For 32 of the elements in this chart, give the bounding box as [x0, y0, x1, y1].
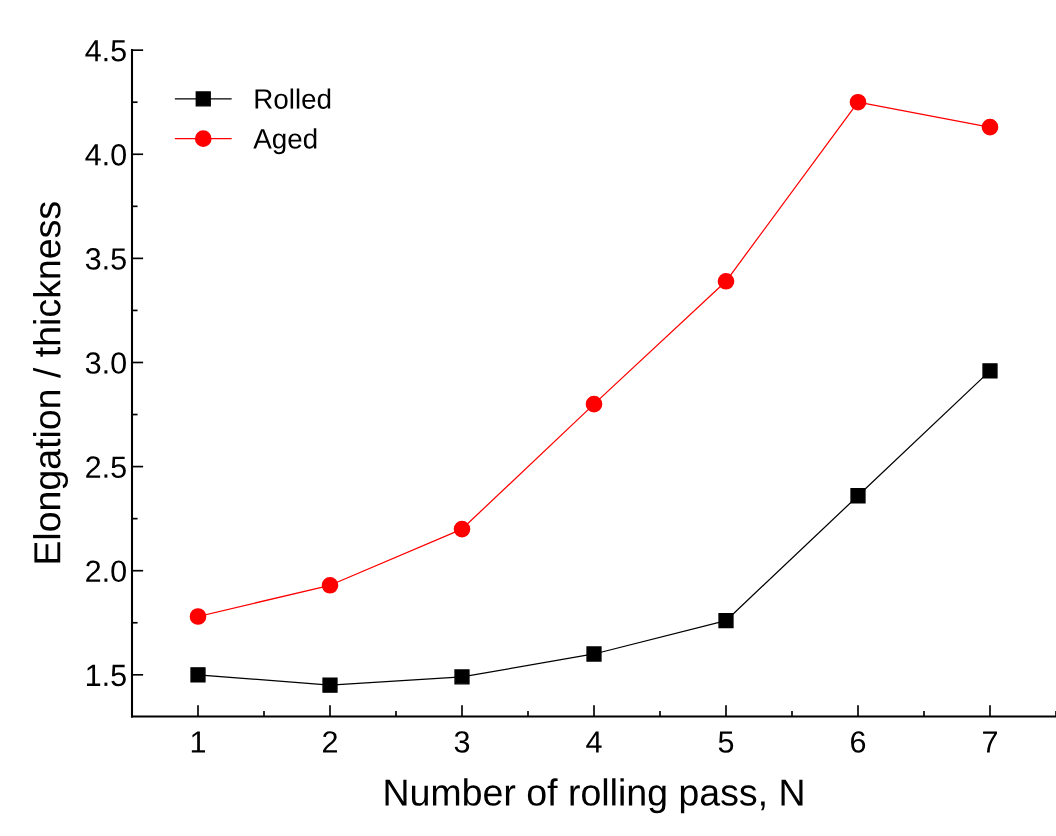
point — [586, 646, 602, 662]
point — [718, 613, 734, 629]
y-tick-label: 3.5 — [85, 248, 126, 270]
x-tick-label: 5 — [718, 731, 734, 753]
point — [189, 608, 207, 625]
point — [190, 667, 206, 683]
legend-label: Aged — [253, 128, 317, 155]
point — [981, 118, 999, 136]
x-tick-label: 1 — [191, 731, 206, 753]
x-axis-title: Number of rolling pass, N — [385, 778, 803, 814]
point — [322, 677, 338, 693]
y-tick-label: 1.5 — [87, 664, 126, 687]
x-tick-label: 2 — [323, 731, 337, 753]
point — [321, 576, 339, 594]
point — [850, 488, 866, 504]
y-tick-label: 3.0 — [85, 352, 126, 374]
point — [454, 669, 470, 685]
x-tick-label: 3 — [454, 731, 470, 753]
legend-label: Rolled — [255, 88, 331, 109]
y-tick-label: 2.5 — [86, 456, 126, 478]
y-tick-label: 4.5 — [85, 40, 126, 62]
point — [585, 395, 603, 413]
point — [849, 93, 867, 111]
y-tick-label: 2.0 — [86, 560, 126, 583]
y-axis-title: Elongation / thickness — [33, 202, 68, 563]
y-tick-label: 4.0 — [85, 144, 126, 166]
x-tick-label: 6 — [851, 731, 866, 753]
x-tick-label: 4 — [586, 731, 602, 753]
point — [453, 520, 471, 538]
x-tick-label: 7 — [983, 731, 997, 753]
point — [982, 363, 998, 379]
point — [717, 272, 735, 290]
